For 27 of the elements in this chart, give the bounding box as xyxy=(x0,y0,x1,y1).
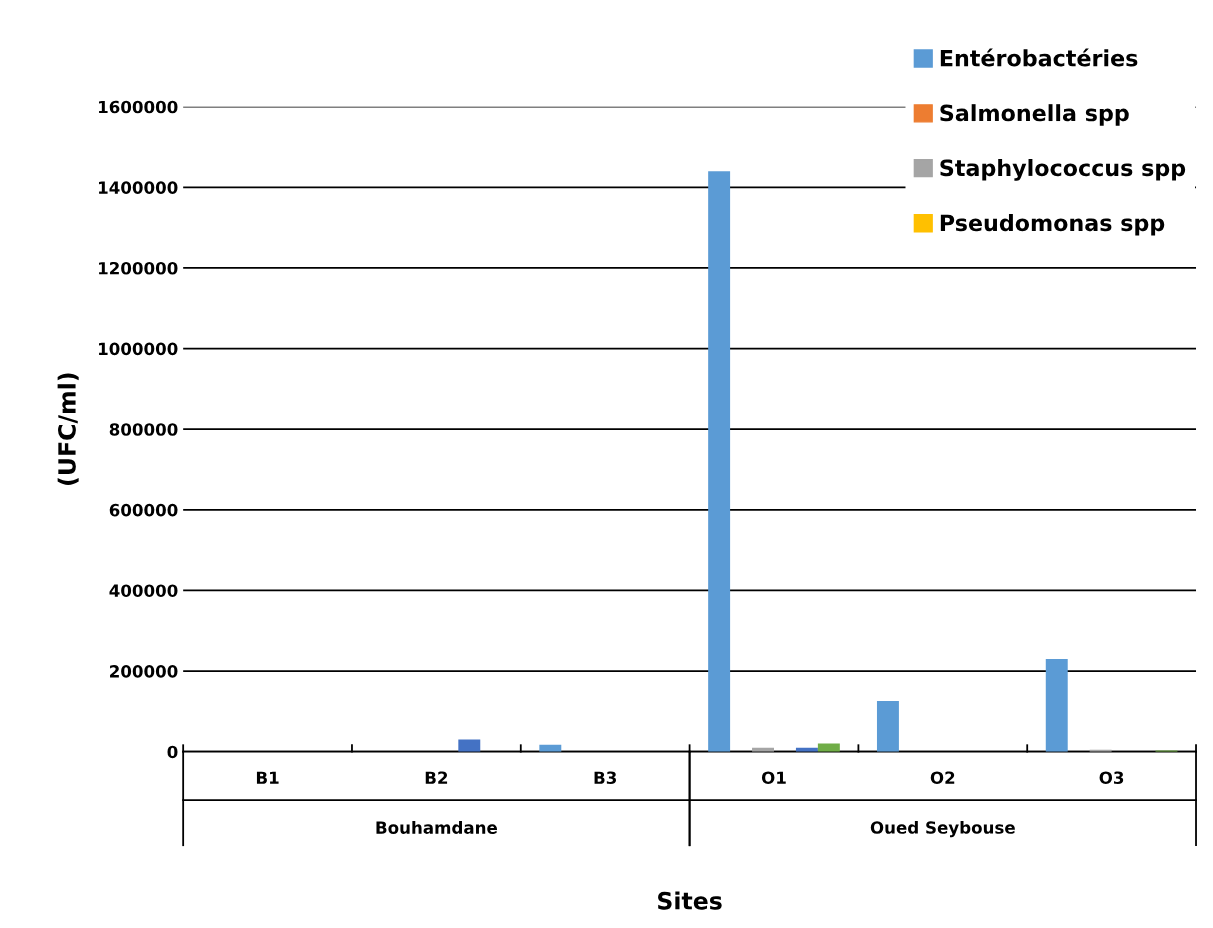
legend-label: Staphylococcus spp xyxy=(940,159,1186,181)
y-axis-title: (UFC/ml) xyxy=(57,373,79,485)
y-tick-label: 0 xyxy=(167,745,178,759)
text: Oued Seybouse xyxy=(870,820,1015,838)
y-tick-label: 1600000 xyxy=(99,100,178,114)
legend-label: Salmonella spp xyxy=(940,104,1129,126)
x-tick-label: O2 xyxy=(930,771,955,785)
y-tick-label: 1200000 xyxy=(99,261,178,275)
bar xyxy=(876,700,899,752)
y-tick-label: 1000000 xyxy=(99,342,178,356)
text: Bouhamdane xyxy=(376,821,497,834)
y-tick-label: 600000 xyxy=(109,503,178,517)
bar xyxy=(458,739,481,752)
x-axis-title: Sites xyxy=(658,891,722,910)
x-tick-label: O1 xyxy=(761,771,786,785)
x-tick-label: O3 xyxy=(1099,771,1124,785)
legend-label: Pseudomonas spp xyxy=(940,214,1165,236)
x-tick-label: B2 xyxy=(425,771,448,784)
y-tick-label: 400000 xyxy=(109,584,178,598)
bar xyxy=(1045,658,1068,752)
y-tick-label: 800000 xyxy=(109,423,178,436)
x-tick-label: B1 xyxy=(256,771,279,784)
y-tick-label: 200000 xyxy=(110,665,178,678)
legend-label: Entérobactéries xyxy=(940,48,1138,67)
x-tick-label: B3 xyxy=(594,771,617,785)
bar xyxy=(708,171,731,752)
y-tick-label: 1400000 xyxy=(99,181,178,194)
